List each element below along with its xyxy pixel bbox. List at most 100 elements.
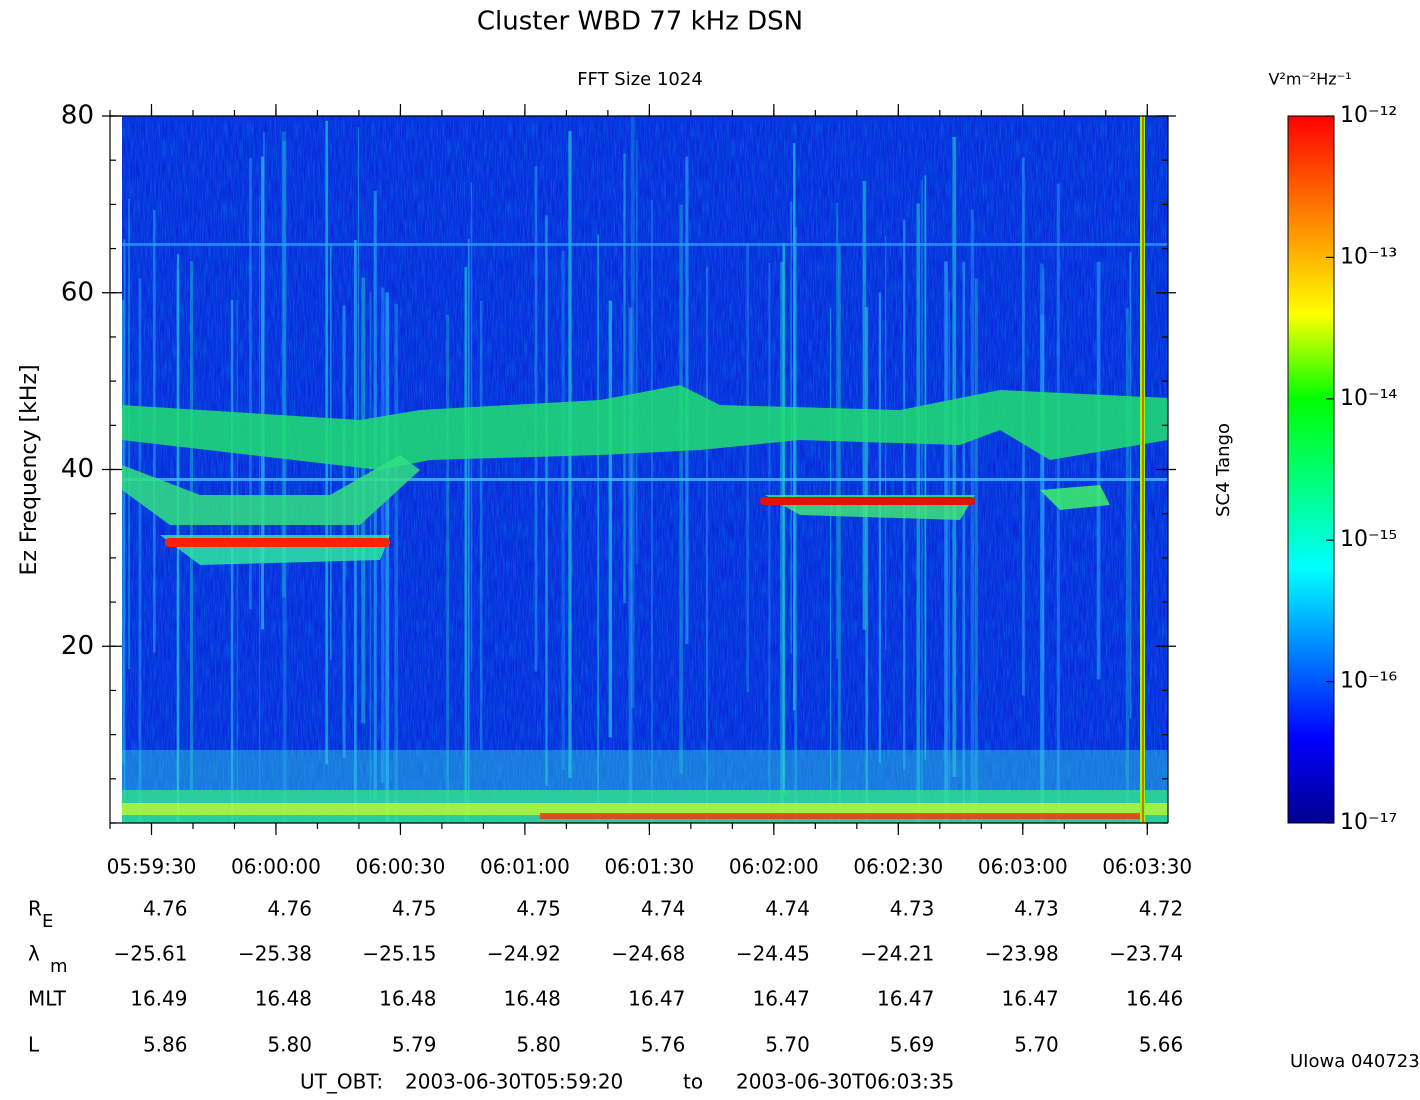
streak [651,200,653,823]
streak [1040,314,1045,823]
streak [122,300,124,764]
x-tick-label: 06:02:00 [729,855,819,879]
streak [746,243,749,692]
row-label: MLT [28,987,67,1011]
streak [1056,183,1060,823]
footer: 2003-06-30T05:59:20 [405,1070,623,1094]
streak [768,262,771,823]
row-label: λ [28,942,40,966]
x-tick-label: 06:03:30 [1102,855,1192,879]
ephemeris-value: 5.70 [1014,1033,1059,1057]
colorbar-tick-label: 10⁻¹⁶ [1340,669,1397,694]
ephemeris-value: 16.48 [504,987,561,1011]
y-tick-label: 60 [61,277,94,307]
streak [123,239,126,823]
streak [782,242,786,795]
footer: 2003-06-30T06:03:35 [736,1070,954,1094]
streak [464,267,468,823]
colorbar [1287,115,1335,824]
streak [862,180,867,630]
y-axis-label: Ez Frequency [kHz] [17,364,42,575]
ephemeris-value: 16.47 [1002,987,1059,1011]
ephemeris-value: 4.72 [1139,897,1184,921]
y-tick-label: 40 [61,454,94,484]
ephemeris-value: 5.69 [890,1033,935,1057]
ephemeris-value: 4.76 [143,897,188,921]
streak [1039,263,1044,823]
row-label-sub: E [42,911,53,932]
streak [342,305,346,759]
streak [794,227,797,823]
streak [597,234,599,823]
ephemeris-value: −24.45 [736,942,810,966]
x-tick-label: 05:59:30 [107,855,197,879]
colorbar-label: V²m⁻²Hz⁻¹ [1268,70,1351,89]
streak [838,244,841,823]
colorbar-tick-label: 10⁻¹⁷ [1340,810,1397,835]
streak [467,238,470,823]
ephemeris-value: −25.61 [113,942,187,966]
ephemeris-value: −24.68 [611,942,685,966]
colorbar-tick-label: 10⁻¹⁴ [1340,386,1397,411]
streak [385,292,390,823]
ephemeris-value: 4.73 [890,897,935,921]
ephemeris-value: 5.86 [143,1033,188,1057]
y-tick-label: 80 [61,101,94,131]
streak [1125,308,1129,823]
streak [357,126,359,556]
ephemeris-value: 4.75 [392,897,437,921]
streak [878,292,881,763]
x-tick-label: 06:01:00 [480,855,570,879]
streak [628,307,633,815]
streak [353,240,357,823]
x-tick-label: 06:02:30 [853,855,943,879]
streak [830,307,832,823]
streak [282,141,287,823]
credit: UIowa 040723 [1290,1051,1420,1072]
ephemeris-value: −23.98 [985,942,1059,966]
ephemeris-value: 4.74 [765,897,810,921]
colorbar-tick-label: 10⁻¹⁵ [1340,527,1397,552]
row-label: R [28,897,42,921]
ephemeris-value: 5.80 [267,1033,312,1057]
row-label-sub: m [50,956,68,977]
streak [705,267,709,823]
ephemeris-value: 4.76 [267,897,312,921]
streak [1129,251,1132,719]
streak [446,314,450,823]
ephemeris-value: 5.79 [392,1033,437,1057]
colorbar-tick-label: 10⁻¹³ [1340,244,1397,269]
ephemeris-value: 16.48 [379,987,436,1011]
streak [545,215,548,786]
x-tick-label: 06:01:30 [604,855,694,879]
row-label: L [28,1033,40,1057]
streak [281,131,286,598]
streak [903,219,906,770]
spectrogram [122,116,1168,823]
streak [260,156,265,630]
streak [865,307,869,823]
subtitle: FFT Size 1024 [577,69,703,90]
streak [974,278,978,823]
ephemeris-value: 5.66 [1139,1033,1184,1057]
streak [952,136,957,777]
streak [1042,268,1045,672]
streak [394,304,399,823]
ephemeris-value: 4.75 [516,897,561,921]
colorbar-tick-label: 10⁻¹² [1340,103,1397,128]
ephemeris-value: 16.47 [753,987,810,1011]
streak [1096,261,1101,680]
ephemeris-value: 4.73 [1014,897,1059,921]
chart-title: Cluster WBD 77 kHz DSN [477,7,803,37]
streak [561,250,565,770]
ephemeris-value: 16.47 [877,987,934,1011]
streak [623,153,626,604]
streak [608,300,613,738]
ephemeris-value: 5.70 [765,1033,810,1057]
streak [263,132,265,558]
streak [962,261,966,823]
streak [970,209,975,823]
streak [636,140,638,565]
streak [924,175,927,760]
